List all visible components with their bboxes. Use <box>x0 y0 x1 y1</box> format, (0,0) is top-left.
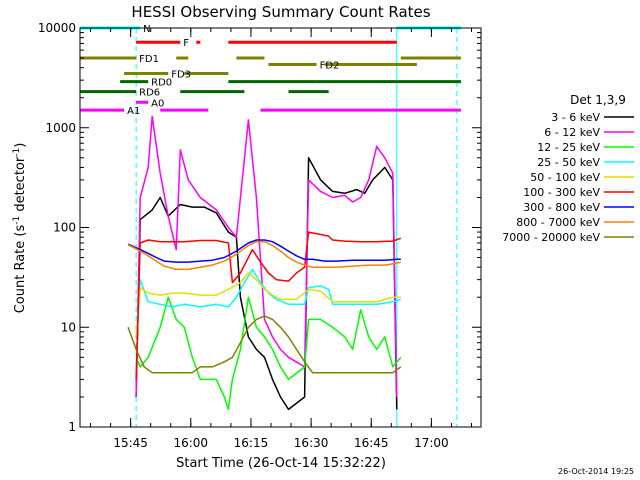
series-line <box>135 268 402 337</box>
legend-title: Det 1,3,9 <box>570 93 626 107</box>
flag-label: A0 <box>151 98 164 109</box>
series-group <box>127 115 402 411</box>
x-tick-label: 16:45 <box>354 436 389 450</box>
y-label-main: Count Rate (s <box>13 225 28 314</box>
legend-label: 100 - 300 keV <box>523 186 600 199</box>
series-line <box>127 239 401 263</box>
footer-timestamp: 26-Oct-2014 19:25 <box>558 467 634 476</box>
y-label-sup-2: -1 <box>12 148 22 157</box>
x-tick-label: 16:00 <box>173 436 208 450</box>
x-tick-label: 16:15 <box>234 436 269 450</box>
y-axis-label: Count Rate (s-1 detector-1) <box>12 143 28 314</box>
series-line <box>135 272 401 337</box>
legend-label: 7000 - 20000 keV <box>502 231 600 244</box>
series-line <box>135 157 398 411</box>
flag-label: FD1 <box>139 54 159 65</box>
x-axis-label: Start Time (26-Oct-14 15:32:22) <box>176 456 386 471</box>
legend-label: 12 - 25 keV <box>537 141 600 154</box>
y-label-sup-1: -1 <box>12 216 22 225</box>
legend: 3 - 6 keV 6 - 12 keV 12 - 25 keV 25 - 50 ke… <box>502 111 634 244</box>
legend-label: 6 - 12 keV <box>544 126 600 139</box>
series-line <box>127 240 401 271</box>
legend-label: 50 - 100 keV <box>530 171 600 184</box>
flag-label: FD2 <box>320 61 340 72</box>
series-line <box>135 296 402 411</box>
series-line <box>135 231 402 380</box>
y-tick-label: 1 <box>68 420 76 434</box>
flag-label: F <box>183 38 189 49</box>
series-line <box>127 315 402 374</box>
axes: 15:45 16:00 16:15 16:30 16:45 17:00 1 10 100 1000… <box>38 21 481 450</box>
chart-title: HESSI Observing Summary Count Rates <box>131 3 430 21</box>
flag-label: FD3 <box>171 69 191 80</box>
series-line <box>135 115 398 398</box>
flag-label: N <box>143 24 150 35</box>
flag-label: A1 <box>127 106 140 117</box>
y-tick-label: 100 <box>53 221 76 235</box>
y-label-mid: detector <box>13 156 28 216</box>
legend-label: 800 - 7000 keV <box>516 216 600 229</box>
flag-label: RD0 <box>151 78 172 89</box>
legend-label: 3 - 6 keV <box>551 111 600 124</box>
y-label-end: ) <box>13 143 28 148</box>
legend-label: 25 - 50 keV <box>537 156 600 169</box>
x-tick-label: 15:45 <box>113 436 148 450</box>
x-tick-label: 17:00 <box>414 436 449 450</box>
legend-label: 300 - 800 keV <box>523 201 600 214</box>
x-tick-label: 16:30 <box>294 436 329 450</box>
y-tick-label: 10000 <box>38 21 76 35</box>
y-tick-label: 1000 <box>45 121 76 135</box>
y-tick-label: 10 <box>61 320 76 334</box>
flag-label: RD6 <box>139 88 160 99</box>
